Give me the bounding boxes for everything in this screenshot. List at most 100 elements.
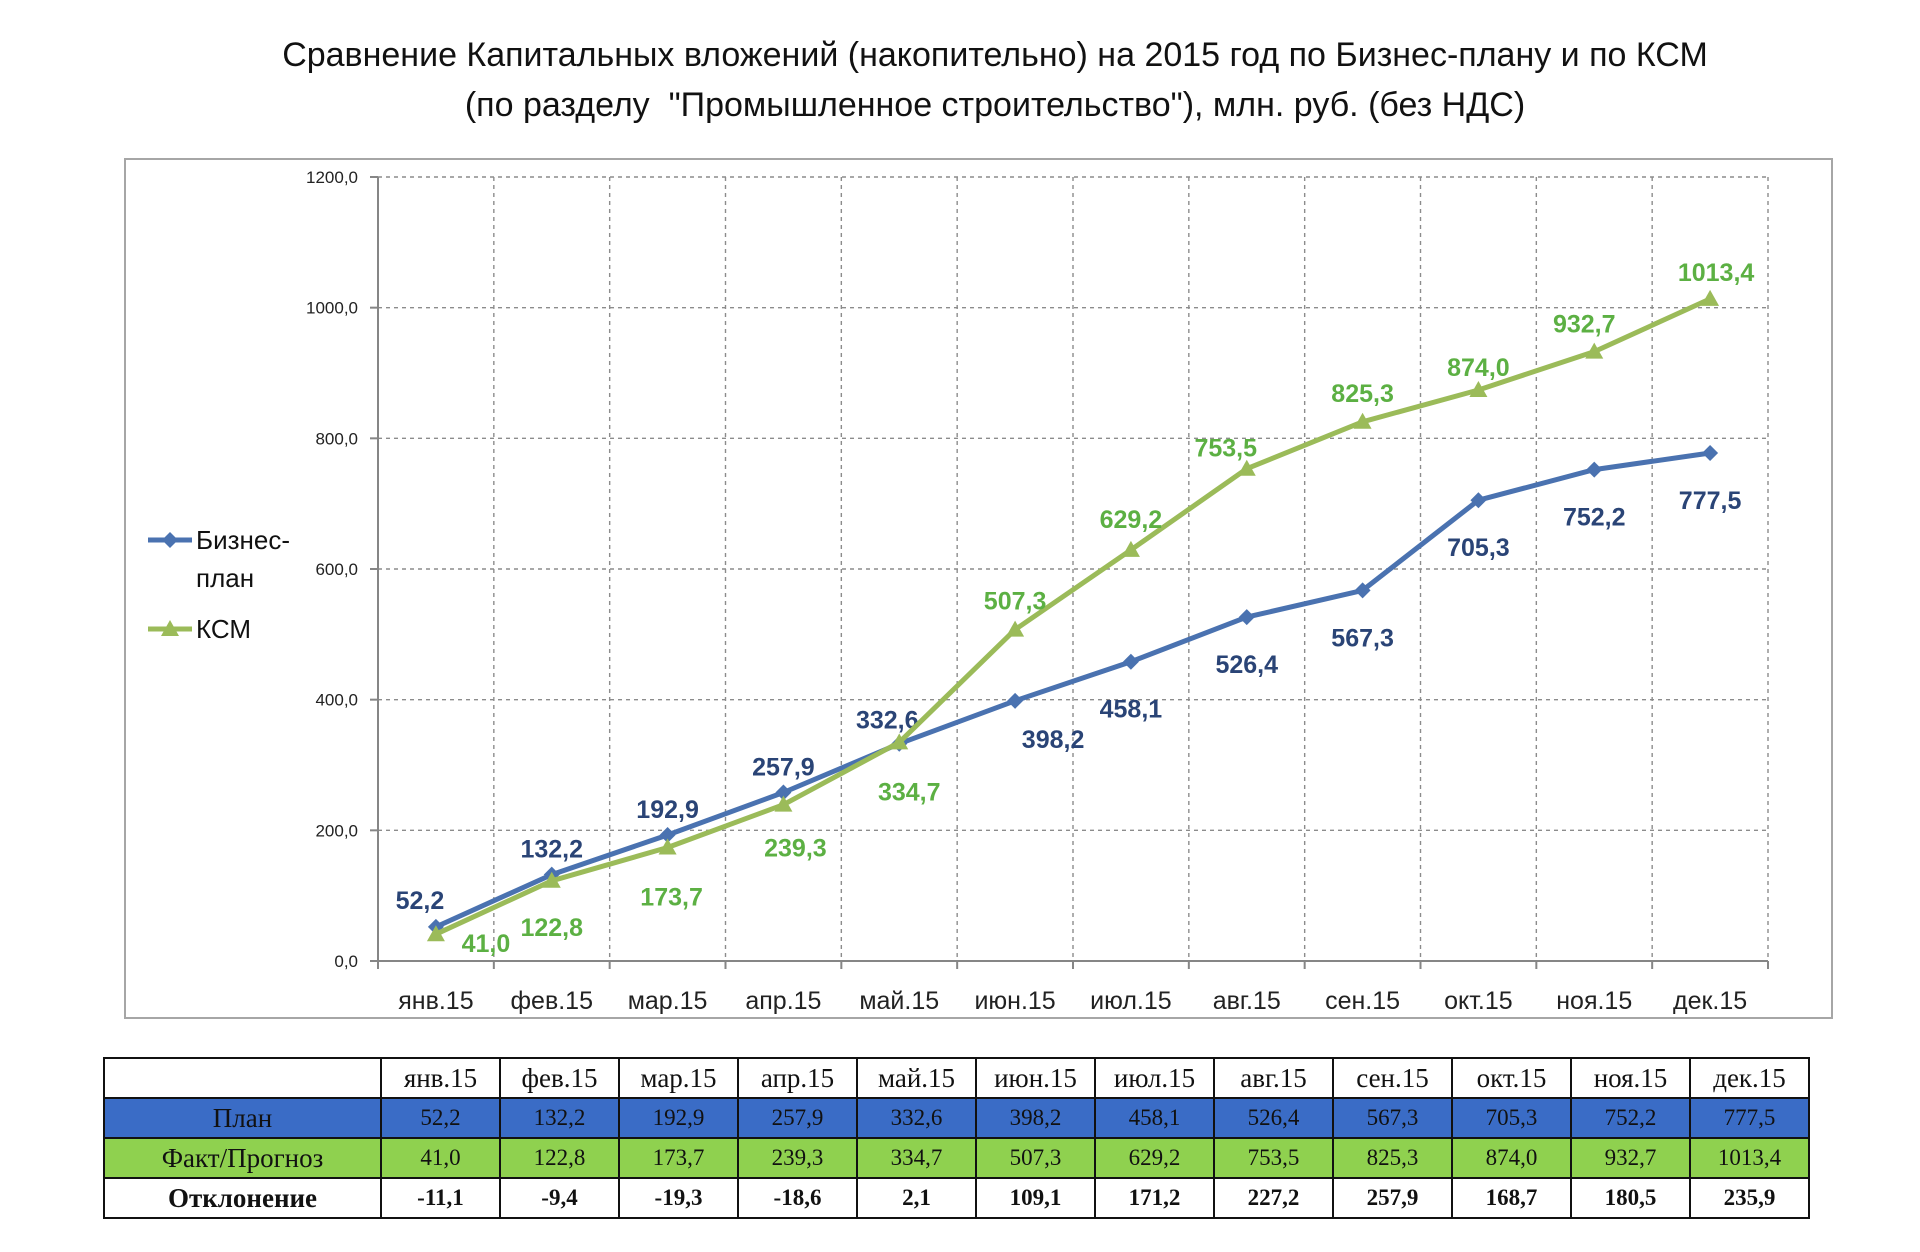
data-point-marker <box>542 871 561 888</box>
data-label: 874,0 <box>1447 354 1510 382</box>
table-column-header: дек.15 <box>1689 1057 1810 1099</box>
data-point-marker <box>890 733 909 750</box>
data-label: 526,4 <box>1215 651 1278 679</box>
legend-item-kcm: КСМ <box>148 614 251 644</box>
table-row-label: План <box>103 1097 382 1139</box>
data-label: 825,3 <box>1331 380 1394 408</box>
legend-label-business-plan-line-2: план <box>196 563 254 593</box>
data-point-marker <box>1701 289 1720 306</box>
table-cell: 109,1 <box>975 1177 1096 1219</box>
x-tick-label: сен.15 <box>1325 987 1400 1015</box>
legend-triangle-icon <box>161 620 179 636</box>
data-label: 41,0 <box>462 930 511 958</box>
chart-title: Сравнение Капитальных вложений (накопите… <box>0 30 1920 130</box>
data-point-marker <box>1237 459 1256 476</box>
table-column-header: авг.15 <box>1213 1057 1334 1099</box>
series-business-plan: 52,2 132,2 192,9 257,9 332,6 398,2 458,1 526,4 5… <box>396 445 1742 935</box>
table-cell: 458,1 <box>1094 1097 1215 1139</box>
table-row-label: Факт/Прогноз <box>103 1137 382 1179</box>
table-cell: 2,1 <box>856 1177 977 1219</box>
y-tick-label: 1000,0 <box>306 299 358 318</box>
data-point-marker <box>1006 620 1025 637</box>
data-label: 122,8 <box>520 914 583 942</box>
table-cell: 257,9 <box>1332 1177 1453 1219</box>
table-column-header: янв.15 <box>380 1057 501 1099</box>
table-row-plan: План 52,2 132,2 192,9 257,9 332,6 398,2 458,1 52… <box>103 1097 1810 1139</box>
x-tick-label: фев.15 <box>510 987 593 1015</box>
data-point-marker <box>1585 342 1604 359</box>
table-cell: -18,6 <box>737 1177 858 1219</box>
table-column-header: июн.15 <box>975 1057 1096 1099</box>
axes <box>370 176 1769 969</box>
table-column-header: сен.15 <box>1332 1057 1453 1099</box>
table-cell: 752,2 <box>1570 1097 1691 1139</box>
x-tick-label: янв.15 <box>398 987 473 1015</box>
legend-diamond-icon <box>162 532 178 548</box>
data-point-marker <box>1469 380 1488 397</box>
x-tick-label: июн.15 <box>974 987 1055 1015</box>
table-cell: 334,7 <box>856 1137 977 1179</box>
data-point-marker <box>1007 692 1024 709</box>
table-cell: 629,2 <box>1094 1137 1215 1179</box>
data-label: 507,3 <box>984 588 1047 616</box>
table-cell: 52,2 <box>380 1097 501 1139</box>
chart-frame <box>124 158 1833 1019</box>
data-label: 334,7 <box>878 778 941 806</box>
y-axis-ticks: 0,0 200,0 400,0 600,0 800,0 1000,0 1200,0 <box>306 168 358 971</box>
data-point-marker <box>426 925 445 942</box>
table-cell: 777,5 <box>1689 1097 1810 1139</box>
table-column-header: апр.15 <box>737 1057 858 1099</box>
table-row-fact: Факт/Прогноз 41,0 122,8 173,7 239,3 334,7 507,… <box>103 1137 1810 1179</box>
x-tick-label: июл.15 <box>1090 987 1172 1015</box>
data-label: 52,2 <box>396 887 445 915</box>
table-column-header: мар.15 <box>618 1057 739 1099</box>
x-tick-label: май.15 <box>859 987 939 1015</box>
x-tick-label: окт.15 <box>1444 987 1513 1015</box>
legend-label-business-plan-line-1: Бизнес- <box>196 525 290 555</box>
y-tick-label: 0,0 <box>334 952 358 971</box>
table-cell: 753,5 <box>1213 1137 1334 1179</box>
table-cell: 192,9 <box>618 1097 739 1139</box>
y-tick-label: 200,0 <box>315 821 358 840</box>
data-label: 705,3 <box>1447 534 1510 562</box>
y-tick-label: 1200,0 <box>306 168 358 187</box>
x-tick-label: апр.15 <box>745 987 821 1015</box>
y-tick-label: 800,0 <box>315 429 358 448</box>
table-column-header: июл.15 <box>1094 1057 1215 1099</box>
data-point-marker <box>658 838 677 855</box>
data-point-marker <box>774 795 793 812</box>
line-chart: 0,0 200,0 400,0 600,0 800,0 1000,0 1200,0 янв.… <box>124 158 1833 1019</box>
table-cell: 257,9 <box>737 1097 858 1139</box>
data-point-marker <box>1121 540 1140 557</box>
table-cell: 1013,4 <box>1689 1137 1810 1179</box>
data-point-marker <box>1238 609 1255 626</box>
data-point-marker <box>1702 445 1719 462</box>
table-column-header: окт.15 <box>1451 1057 1572 1099</box>
table-cell: 526,4 <box>1213 1097 1334 1139</box>
table-cell: 239,3 <box>737 1137 858 1179</box>
y-tick-label: 400,0 <box>315 691 358 710</box>
table-cell: 332,6 <box>856 1097 977 1139</box>
table-cell: 874,0 <box>1451 1137 1572 1179</box>
table-row-deviation: Отклонение -11,1 -9,4 -19,3 -18,6 2,1 109,1 171… <box>103 1177 1810 1219</box>
data-point-marker <box>659 826 676 843</box>
table-cell: 168,7 <box>1451 1177 1572 1219</box>
table-cell: 122,8 <box>499 1137 620 1179</box>
data-label: 752,2 <box>1563 504 1626 532</box>
data-label: 1013,4 <box>1678 259 1755 287</box>
table-cell: 180,5 <box>1570 1177 1691 1219</box>
table-cell: 398,2 <box>975 1097 1096 1139</box>
data-label: 777,5 <box>1679 487 1742 515</box>
table-cell: 567,3 <box>1332 1097 1453 1139</box>
data-label: 629,2 <box>1100 506 1163 534</box>
data-label: 257,9 <box>752 754 815 782</box>
data-label: 458,1 <box>1100 696 1163 724</box>
data-label: 132,2 <box>520 836 583 864</box>
data-point-marker <box>775 784 792 801</box>
x-axis-ticks: янв.15 фев.15 мар.15 апр.15 май.15 июн.15 июл.… <box>398 987 1747 1015</box>
table-row-label: Отклонение <box>103 1177 382 1219</box>
data-label: 332,6 <box>856 707 919 735</box>
table-column-header: ноя.15 <box>1570 1057 1691 1099</box>
data-point-marker <box>1122 653 1139 670</box>
x-tick-label: дек.15 <box>1673 987 1747 1015</box>
